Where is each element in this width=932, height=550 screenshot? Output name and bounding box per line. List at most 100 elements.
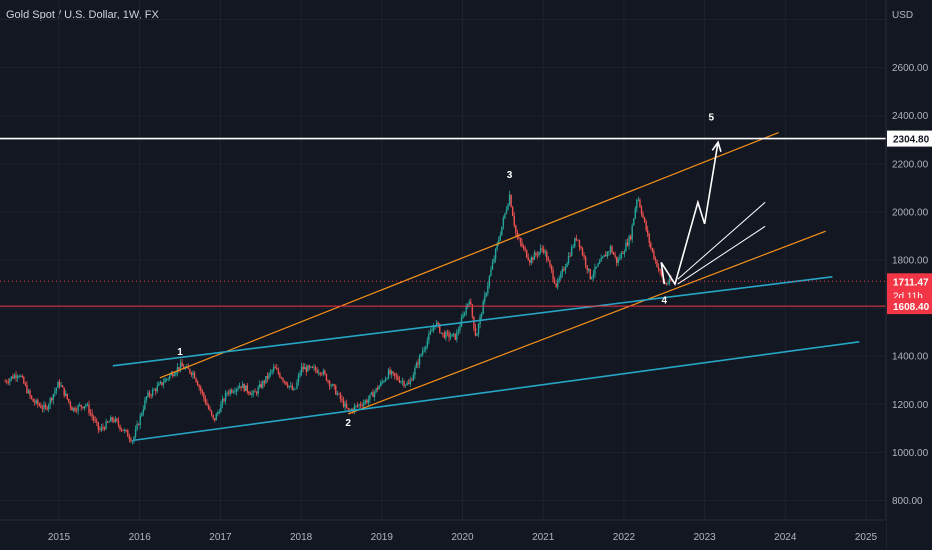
candle-body — [494, 248, 497, 259]
candle-body — [426, 340, 429, 347]
candle-body — [439, 324, 441, 333]
candle-body — [598, 261, 601, 264]
candle-body — [158, 383, 160, 386]
candle-body — [80, 405, 82, 407]
candle-body — [237, 388, 239, 389]
candle-body — [505, 209, 508, 214]
candle-body — [480, 314, 483, 317]
candle-body — [29, 390, 31, 396]
candle-body — [291, 385, 294, 390]
candle-body — [307, 365, 309, 372]
candle-body — [384, 379, 387, 382]
candle-body — [383, 381, 385, 383]
candle-body — [556, 280, 559, 287]
candle-body — [350, 409, 352, 411]
candle-body — [297, 375, 300, 383]
candle-body — [65, 393, 67, 396]
candle-body — [569, 255, 571, 257]
candle-body — [328, 380, 331, 386]
price-tick-label: 2200.00 — [892, 159, 929, 170]
candle-body — [428, 334, 430, 341]
candle-body — [286, 384, 289, 387]
candle-body — [259, 384, 261, 388]
wave-label-3: 3 — [507, 170, 513, 181]
candle-body — [269, 371, 272, 374]
candle-body — [203, 392, 205, 398]
candle-body — [538, 251, 540, 256]
candle-body — [136, 424, 138, 430]
candle-body — [207, 405, 210, 409]
candle-body — [491, 262, 494, 270]
candle-body — [519, 238, 522, 243]
candle-body — [454, 333, 456, 340]
candle-body — [274, 367, 276, 369]
candle-body — [449, 336, 452, 338]
candle-body — [389, 369, 391, 375]
candle-body — [16, 376, 19, 378]
candle-body — [369, 394, 371, 400]
candle-body — [471, 304, 474, 317]
candle-body — [608, 251, 610, 253]
time-tick-label: 2023 — [693, 532, 716, 543]
candle-body — [113, 419, 115, 422]
candle-body — [161, 381, 163, 385]
candle-body — [60, 385, 62, 387]
candle-body — [224, 392, 227, 401]
candle-body — [499, 235, 501, 240]
candle-body — [290, 385, 292, 387]
candle-body — [634, 208, 636, 219]
candle-body — [30, 395, 33, 399]
candle-body — [609, 246, 612, 252]
candle-body — [535, 252, 537, 255]
candle-body — [32, 398, 34, 402]
candle-body — [248, 391, 250, 394]
candle-body — [119, 425, 121, 430]
candle-body — [660, 271, 663, 277]
candle-body — [408, 383, 410, 385]
candle-body — [547, 260, 550, 261]
candle-body — [283, 380, 286, 382]
candle-body — [544, 251, 546, 253]
candle-body — [432, 327, 435, 331]
candle-body — [241, 384, 244, 388]
candle-body — [172, 373, 174, 377]
candle-body — [650, 242, 652, 249]
candle-body — [47, 404, 50, 410]
candle-body — [403, 381, 405, 386]
candle-body — [198, 385, 200, 388]
candle-body — [612, 252, 615, 255]
candle-body — [175, 372, 177, 375]
candle-body — [209, 408, 211, 411]
candle-body — [246, 385, 248, 392]
candle-body — [75, 410, 78, 412]
orange-channel-upper-line — [159, 131, 779, 379]
candle-body — [316, 370, 318, 373]
candle-body — [510, 194, 512, 208]
candle-body — [271, 370, 273, 372]
candle-body — [574, 238, 576, 247]
candle-body — [38, 404, 41, 406]
candle-body — [421, 350, 424, 355]
candle-body — [240, 386, 242, 388]
candle-body — [54, 391, 56, 395]
candle-body — [423, 349, 425, 351]
candle-body — [440, 332, 442, 334]
candle-body — [589, 268, 591, 279]
candle-body — [501, 226, 503, 236]
wave-label-2: 2 — [345, 418, 351, 429]
candle-body — [311, 366, 314, 368]
price-tick-label: 1800.00 — [892, 256, 929, 267]
candle-body — [395, 375, 397, 377]
time-tick-label: 2020 — [451, 532, 474, 543]
candle-body — [91, 413, 93, 417]
current-price-countdown: 2d 11h — [893, 291, 923, 302]
candle-body — [170, 373, 172, 376]
candle-body — [502, 218, 505, 227]
candle-body — [463, 314, 466, 315]
candle-body — [260, 384, 262, 388]
candle-body — [41, 407, 44, 409]
candle-body — [626, 242, 629, 246]
projection-path — [660, 142, 719, 286]
